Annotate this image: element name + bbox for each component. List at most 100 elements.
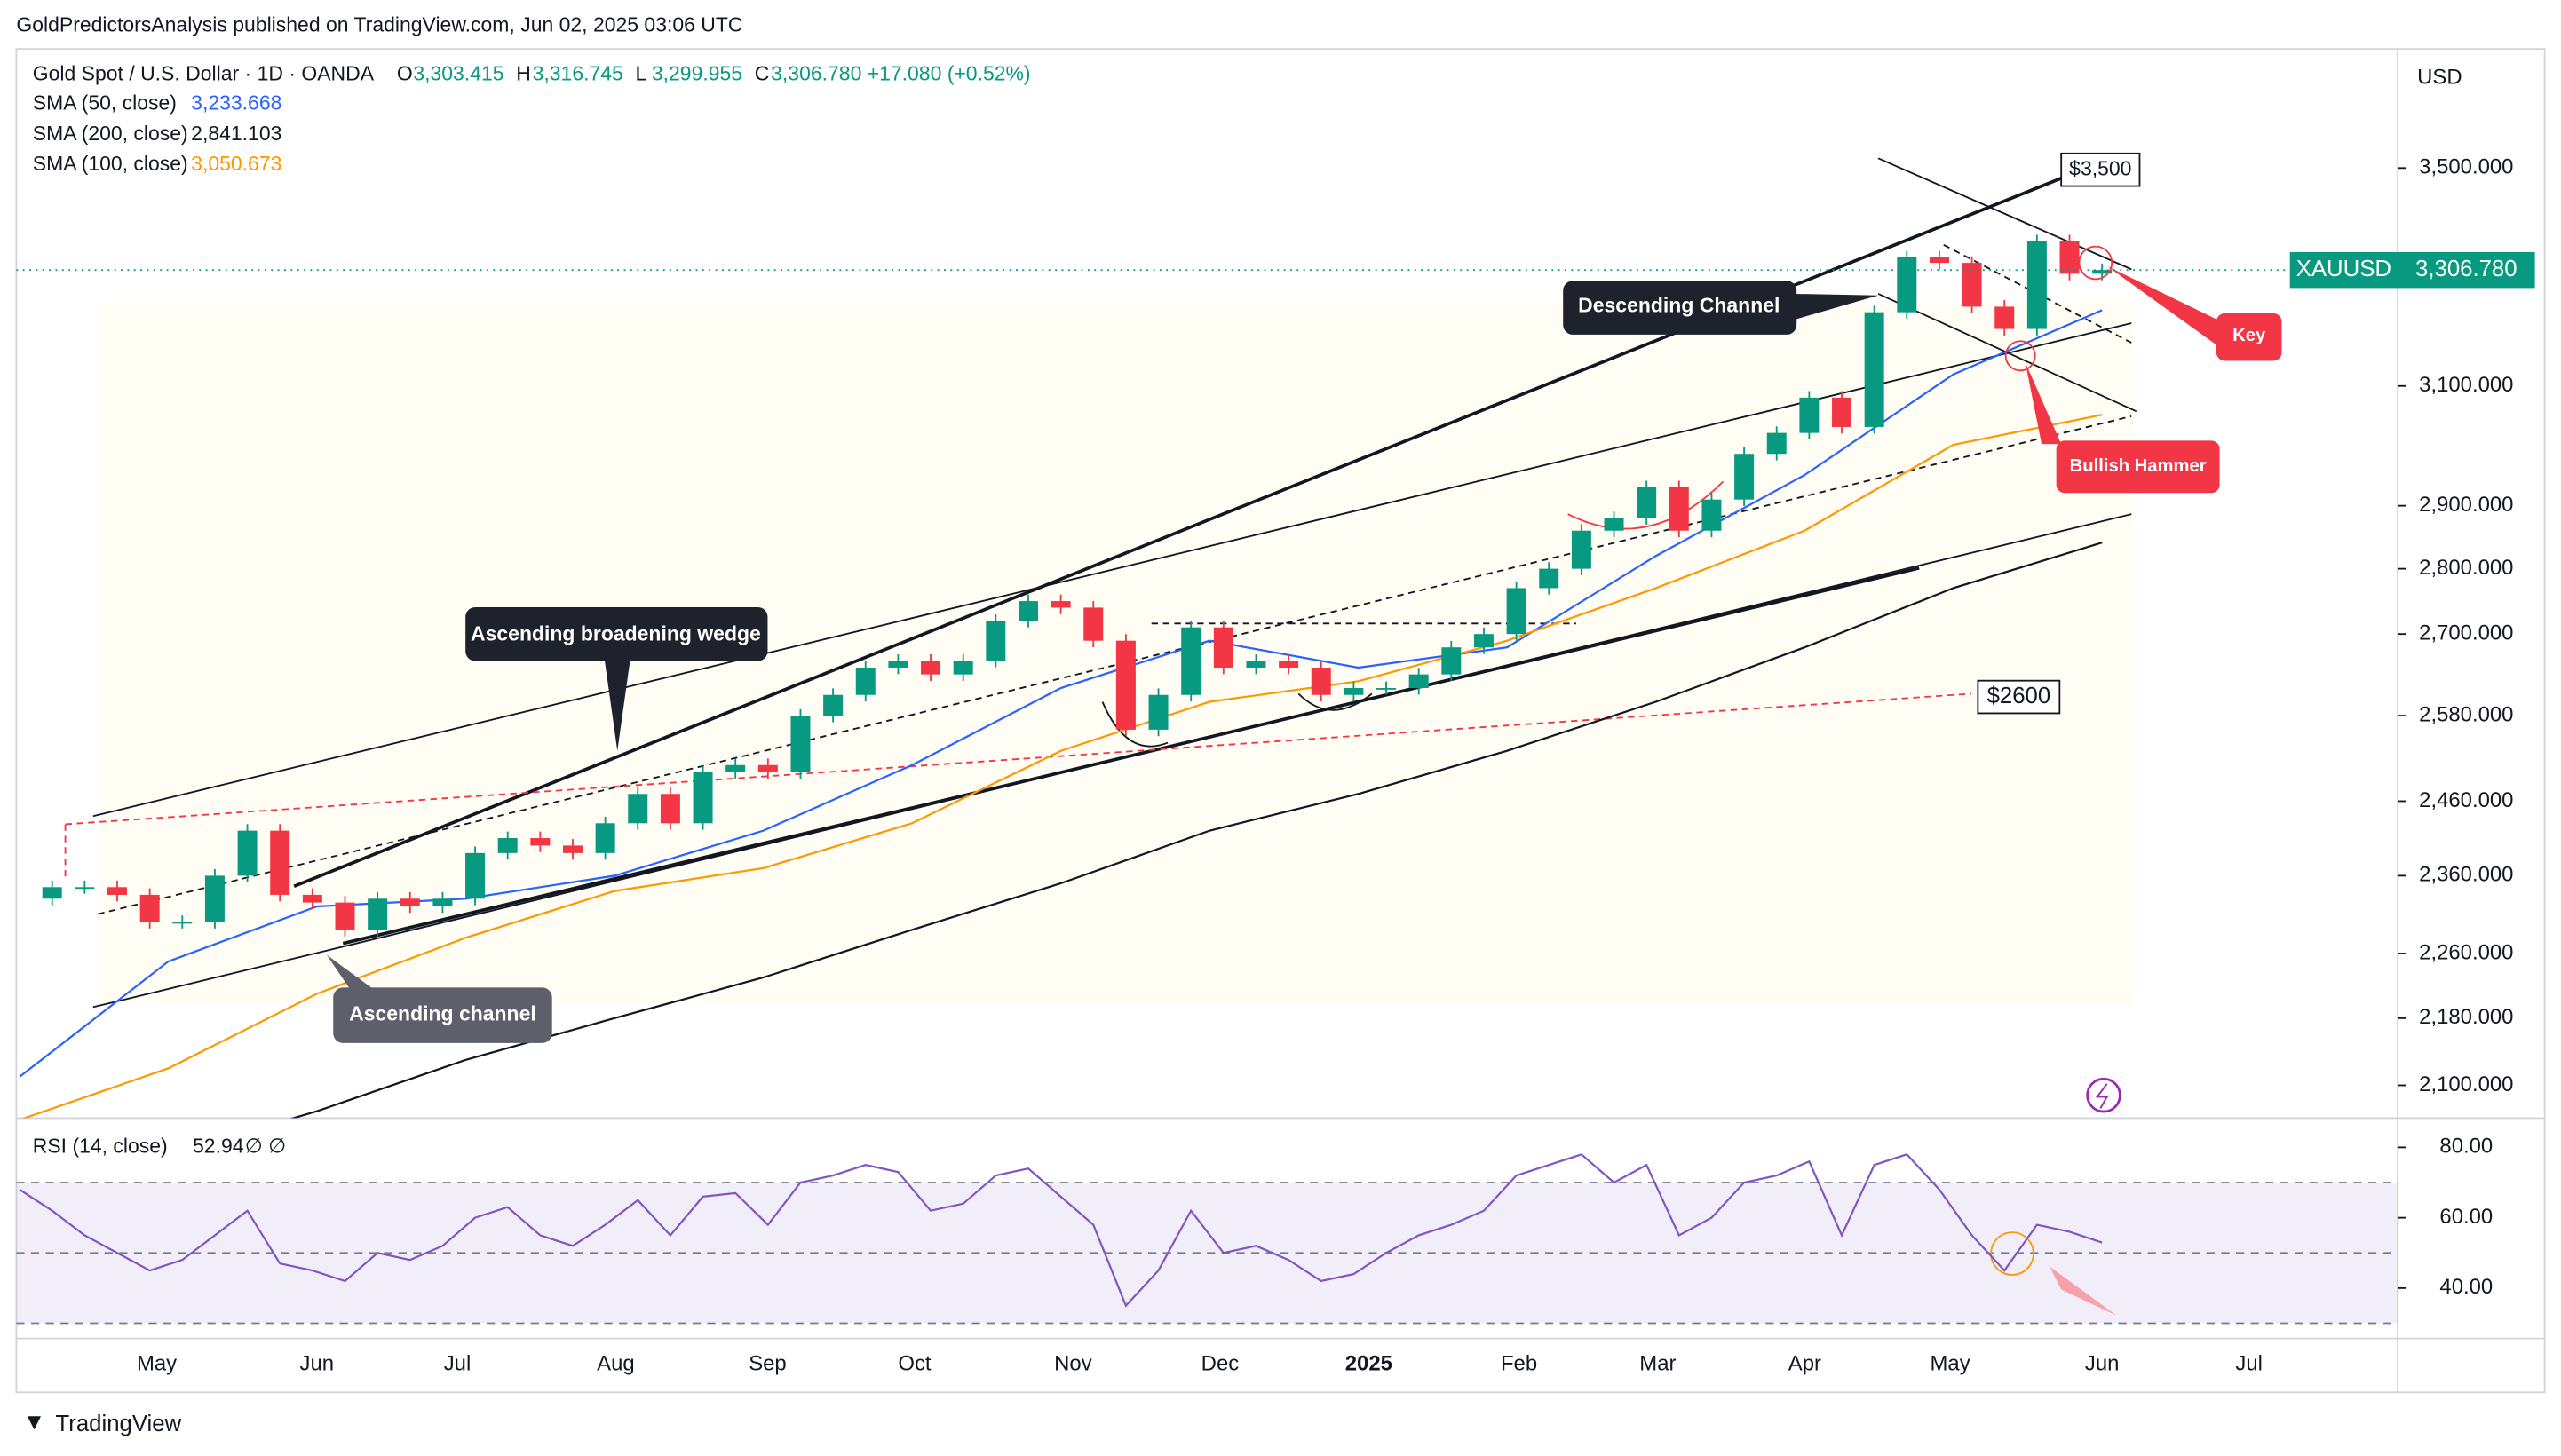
- annotation: $3,500: [2069, 156, 2131, 179]
- icon[interactable]: [2086, 1077, 2121, 1113]
- candle: [204, 875, 225, 922]
- label-box: [333, 987, 552, 1043]
- sma-value: 3,233.668: [191, 91, 281, 115]
- candle: [1344, 688, 1364, 695]
- label-box: [2056, 440, 2220, 494]
- candle: [1604, 518, 1624, 531]
- candle: [1669, 487, 1689, 531]
- candle: [1962, 263, 1982, 307]
- candle: [1408, 674, 1429, 689]
- candle: [1115, 640, 1136, 730]
- change: +17.080 (+0.52%): [868, 62, 1031, 85]
- brand[interactable]: TradingView: [56, 1412, 182, 1436]
- arc: [1101, 701, 1169, 748]
- drawings: [64, 157, 2137, 1009]
- y-tick-label: 40.00: [2439, 1275, 2493, 1299]
- x-tick-label: Jul: [444, 1351, 472, 1375]
- x-tick-label: Feb: [1501, 1351, 1537, 1375]
- annotation: Descending Channel: [1578, 294, 1780, 317]
- x-tick-label: Jul: [2235, 1351, 2263, 1375]
- ohlc-value: 3,303.415: [413, 62, 503, 85]
- y-tick-label: 2,800.000: [2419, 556, 2513, 580]
- sma-name: SMA (100, close): [33, 152, 188, 175]
- desc-upper: [1877, 157, 2132, 271]
- candle: [302, 894, 322, 903]
- candle: [921, 661, 941, 675]
- x-tick-label: Oct: [898, 1351, 932, 1375]
- channel-fill: [98, 302, 2132, 1004]
- ohlc-label: C: [755, 62, 770, 85]
- candle: [790, 716, 811, 772]
- arc: [1297, 692, 1373, 711]
- candle: [986, 621, 1006, 661]
- circle: [2004, 340, 2036, 372]
- y-tick-label: 2,460.000: [2419, 788, 2513, 812]
- symbol-tag: [2289, 251, 2398, 289]
- candle: [497, 837, 518, 853]
- candle: [1864, 312, 1884, 427]
- ohlc-label: O: [397, 62, 413, 85]
- candle: [1473, 634, 1494, 648]
- ohlc-label: L: [635, 62, 646, 85]
- y-tick-label: 2,900.000: [2419, 493, 2513, 517]
- candle: [1929, 257, 1949, 264]
- last-price: 3,306.780: [2415, 257, 2517, 281]
- label-box: [2216, 313, 2282, 361]
- candle: [1897, 257, 1917, 313]
- candle: [107, 887, 127, 895]
- price-tag: [2398, 251, 2535, 289]
- candle: [1506, 588, 1526, 635]
- currency: USD: [2417, 66, 2462, 90]
- ohlc-value: 3,306.780: [771, 62, 861, 85]
- annotation: Ascending channel: [349, 1002, 536, 1025]
- candle: [1539, 568, 1559, 589]
- x-tick-label: Nov: [1054, 1351, 1092, 1375]
- label-pointer: [2025, 362, 2062, 445]
- candle: [888, 661, 908, 668]
- candle: [1571, 530, 1591, 569]
- rsi-title: RSI (14, close): [33, 1135, 168, 1158]
- candle: [75, 887, 95, 890]
- candle: [1994, 306, 2015, 329]
- sma-value: 3,050.673: [191, 152, 281, 175]
- x-tick-label: 2025: [1345, 1351, 1392, 1375]
- y-tick-label: 3,500.000: [2419, 155, 2513, 179]
- candle: [1083, 607, 1104, 641]
- y-tick-label: 2,580.000: [2419, 702, 2513, 726]
- candle: [237, 830, 258, 876]
- candle: [335, 902, 355, 930]
- y-tick-label: 2,700.000: [2419, 621, 2513, 645]
- y-tick-label: 80.00: [2439, 1135, 2493, 1159]
- candle: [1018, 601, 1038, 621]
- x-tick-label: Apr: [1788, 1351, 1821, 1375]
- candle: [628, 794, 648, 824]
- x-tick-label: May: [137, 1351, 177, 1375]
- candle: [757, 764, 778, 772]
- candle: [2092, 270, 2113, 274]
- y-tick-label: 2,100.000: [2419, 1072, 2513, 1096]
- x-tick-label: Dec: [1201, 1351, 1240, 1375]
- candle: [725, 764, 746, 772]
- symbol-label: XAUUSD: [2296, 257, 2391, 281]
- wedge-upper: [293, 162, 2100, 889]
- candle: [1051, 601, 1071, 608]
- channel-mid: [98, 415, 2132, 915]
- candle: [1799, 397, 1820, 433]
- legend: Gold Spot / U.S. Dollar · 1D · OANDA SMA…: [33, 62, 1031, 175]
- annotation: Key: [2232, 326, 2266, 345]
- sma-name: SMA (50, close): [33, 91, 177, 115]
- y-tick-label: 2,180.000: [2419, 1005, 2513, 1029]
- candle: [530, 837, 551, 846]
- candle: [432, 898, 453, 906]
- candle: [2059, 241, 2080, 274]
- desc-lower: [1877, 293, 2137, 413]
- annotation: Bullish Hammer: [2070, 456, 2207, 476]
- candle: [1311, 667, 1331, 695]
- circle: [2078, 245, 2113, 281]
- rsi-extra: ∅ ∅: [245, 1135, 286, 1158]
- candle: [855, 667, 876, 695]
- sma-line: [19, 309, 2103, 1078]
- candle: [465, 852, 486, 899]
